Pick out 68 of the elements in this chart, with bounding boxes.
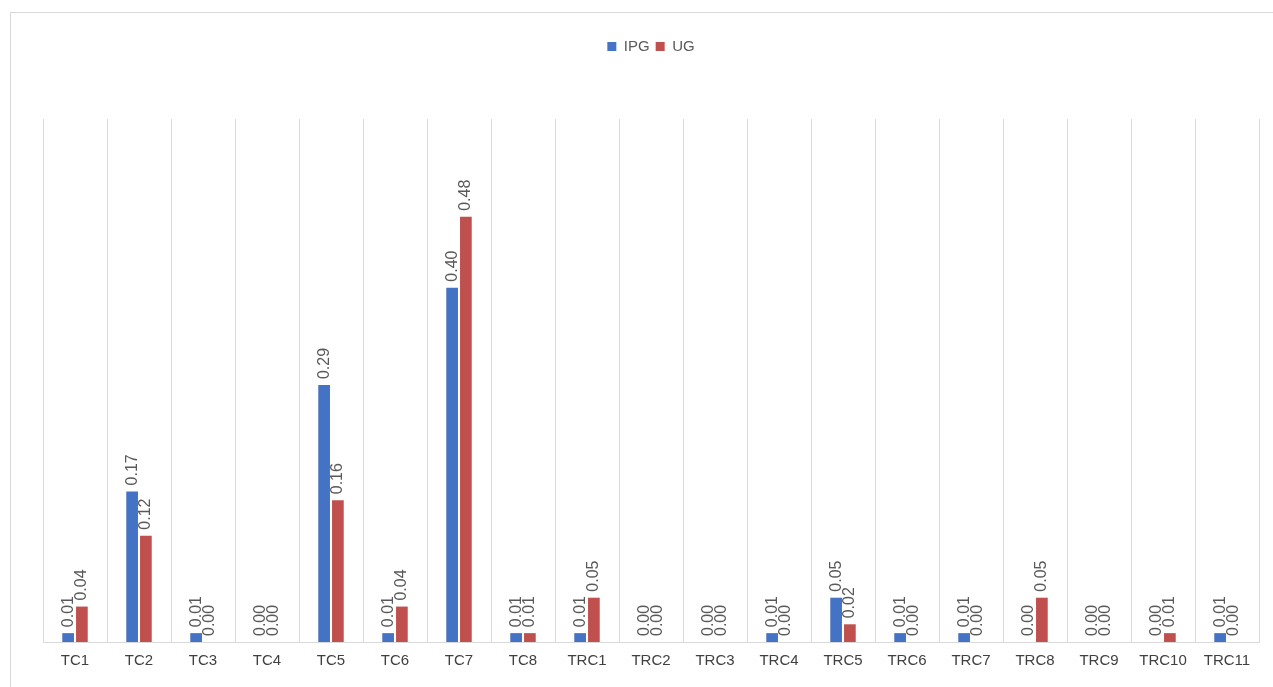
bar <box>396 606 408 642</box>
x-tick-label: TRC4 <box>759 651 799 669</box>
data-label: 0.04 <box>72 569 90 601</box>
data-label: 0.12 <box>136 498 154 530</box>
data-label: 0.01 <box>570 595 588 628</box>
data-label: 0.00 <box>1096 604 1114 636</box>
data-label: 0.00 <box>200 604 218 636</box>
data-label: 0.00 <box>1224 604 1242 636</box>
bar <box>510 633 522 642</box>
bar <box>460 216 472 642</box>
x-tick-label: TRC8 <box>1015 651 1055 669</box>
bar <box>574 633 586 642</box>
bar <box>1214 633 1226 642</box>
bar <box>766 633 778 642</box>
x-tick-label: TRC1 <box>567 651 607 669</box>
data-label: 0.00 <box>1018 604 1036 636</box>
data-label: 0.05 <box>584 560 602 592</box>
bar <box>844 624 856 642</box>
bar <box>958 633 970 642</box>
bar <box>140 535 152 642</box>
x-tick-label: TRC7 <box>951 651 991 669</box>
data-label: 0.04 <box>392 569 410 601</box>
data-label: 0.01 <box>1160 595 1178 628</box>
bar <box>894 633 906 642</box>
x-tick-label: TC5 <box>316 651 346 669</box>
data-label: 0.00 <box>264 604 282 636</box>
x-tick-label: TRC10 <box>1139 651 1187 669</box>
data-label: 0.05 <box>1032 560 1050 592</box>
data-label: 0.17 <box>122 454 140 486</box>
data-label: 0.16 <box>328 463 346 495</box>
x-tick-label: TRC2 <box>631 651 671 669</box>
x-tick-label: TRC11 <box>1203 651 1251 669</box>
data-label: 0.00 <box>712 604 730 636</box>
x-tick-label: TRC9 <box>1079 651 1119 669</box>
x-tick-label: TC6 <box>380 651 410 669</box>
data-label: 0.00 <box>648 604 666 636</box>
data-label: 0.01 <box>520 595 538 628</box>
bar <box>76 606 88 642</box>
legend-label: UG <box>672 36 695 54</box>
bar <box>126 491 138 642</box>
bar <box>1036 597 1048 642</box>
data-label: 0.48 <box>456 179 474 211</box>
x-tick-label: TC3 <box>188 651 218 669</box>
data-label: 0.00 <box>904 604 922 636</box>
bar <box>332 500 344 642</box>
data-label: 0.00 <box>776 604 794 636</box>
bar <box>830 597 842 642</box>
x-tick-label: TC1 <box>60 651 90 669</box>
bar <box>524 633 536 642</box>
x-tick-label: TRC3 <box>695 651 735 669</box>
bar <box>382 633 394 642</box>
bar <box>190 633 202 642</box>
x-tick-label: TRC6 <box>887 651 927 669</box>
data-label: 0.29 <box>314 347 332 380</box>
x-tick-label: TC8 <box>508 651 538 669</box>
data-label: 0.00 <box>968 604 986 636</box>
bar <box>446 287 458 642</box>
bar <box>588 597 600 642</box>
x-tick-label: TRC5 <box>823 651 863 669</box>
bar <box>1164 633 1176 642</box>
bar <box>62 633 74 642</box>
x-tick-label: TC2 <box>124 651 154 669</box>
data-label: 0.40 <box>442 250 460 282</box>
x-tick-label: TC4 <box>252 651 282 669</box>
bar <box>318 385 330 642</box>
data-label: 0.02 <box>840 587 858 619</box>
legend-label: IPG <box>623 36 650 54</box>
x-tick-label: TC7 <box>444 651 474 669</box>
